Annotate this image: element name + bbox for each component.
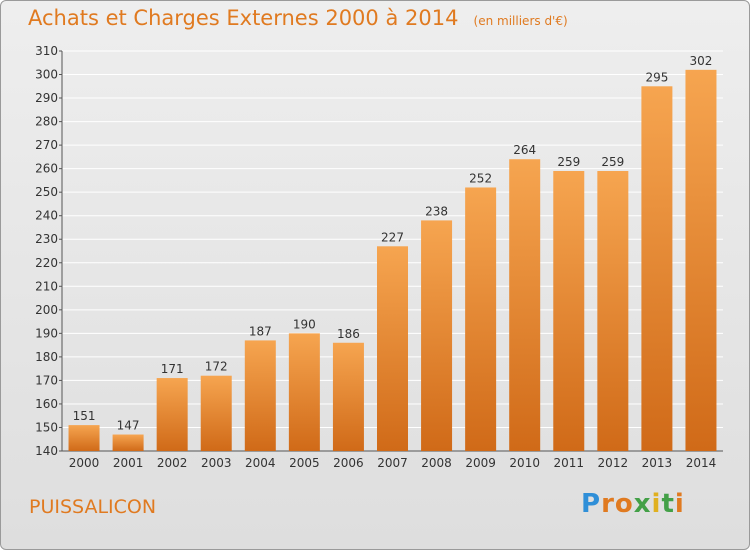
data-label-2005: 190 — [293, 317, 316, 331]
y-tick-label: 180 — [35, 350, 58, 364]
x-tick-labels: 2000 2001 2002 2003 2004 2005 2006 2007 2008 2009… — [69, 456, 716, 470]
y-tick-label: 310 — [35, 44, 58, 58]
data-label-2003: 172 — [205, 360, 228, 374]
y-tick-label: 200 — [35, 303, 58, 317]
y-tick-label: 230 — [35, 232, 58, 246]
bar-2014 — [685, 69, 717, 451]
x-tick-label: 2005 — [289, 456, 320, 470]
bars — [68, 69, 717, 451]
y-tick-label: 280 — [35, 115, 58, 129]
data-label-2009: 252 — [469, 171, 492, 185]
logo-letter: o — [614, 489, 634, 519]
chart-unit: (en milliers d'€) — [473, 14, 568, 28]
y-tick-label: 170 — [35, 373, 58, 387]
bar-2009 — [465, 187, 497, 451]
location-name: PUISSALICON — [29, 496, 157, 518]
data-label-2000: 151 — [73, 409, 96, 423]
chart-title: Achats et Charges Externes 2000 à 2014 — [28, 6, 459, 30]
bar-2003 — [200, 375, 232, 451]
logo-letter: i — [674, 489, 685, 519]
logo-letter: i — [651, 489, 662, 519]
x-tick-label: 2000 — [69, 456, 100, 470]
bar-2002 — [156, 378, 188, 451]
y-tick-label: 140 — [35, 444, 58, 458]
data-label-2014: 302 — [690, 54, 713, 68]
logo-letter: r — [601, 489, 615, 519]
data-label-2002: 171 — [161, 362, 184, 376]
x-tick-label: 2003 — [201, 456, 232, 470]
data-label-2011: 259 — [557, 155, 580, 169]
bar-2001 — [112, 434, 144, 451]
y-tick-label: 300 — [35, 68, 58, 82]
y-tick-label: 260 — [35, 162, 58, 176]
y-tick-label: 240 — [35, 209, 58, 223]
bar-2006 — [332, 342, 364, 451]
x-tick-label: 2011 — [553, 456, 584, 470]
bar-2005 — [288, 333, 320, 451]
data-label-2012: 259 — [601, 155, 624, 169]
y-tick-label: 150 — [35, 420, 58, 434]
x-tick-label: 2010 — [509, 456, 540, 470]
data-label-2007: 227 — [381, 230, 404, 244]
logo-letter: P — [581, 489, 602, 519]
bar-2007 — [377, 246, 408, 451]
y-tick-label: 190 — [35, 326, 58, 340]
bar-2008 — [421, 220, 453, 451]
bar-2012 — [597, 171, 629, 451]
x-tick-label: 2001 — [113, 456, 144, 470]
data-label-2001: 147 — [117, 419, 140, 433]
x-tick-label: 2004 — [245, 456, 276, 470]
data-label-2004: 187 — [249, 324, 272, 338]
data-label-2008: 238 — [425, 204, 448, 218]
proxiti-logo: Proxiti — [581, 489, 685, 519]
bar-2004 — [244, 340, 276, 451]
data-label-2006: 186 — [337, 327, 360, 341]
y-tick-label: 270 — [35, 138, 58, 152]
bar-2013 — [641, 86, 673, 451]
logo-letter: t — [661, 489, 675, 519]
bar-2000 — [68, 425, 100, 451]
x-tick-label: 2007 — [377, 456, 408, 470]
x-tick-label: 2008 — [421, 456, 452, 470]
y-tick-label: 250 — [35, 185, 58, 199]
y-tick-label: 220 — [35, 256, 58, 270]
x-tick-label: 2014 — [686, 456, 717, 470]
y-tick-label: 210 — [35, 279, 58, 293]
x-tick-label: 2002 — [157, 456, 188, 470]
data-label-2013: 295 — [645, 70, 668, 84]
data-label-2010: 264 — [513, 143, 536, 157]
bar-2011 — [553, 171, 585, 451]
y-tick-label: 160 — [35, 397, 58, 411]
x-tick-label: 2013 — [642, 456, 673, 470]
x-tick-label: 2006 — [333, 456, 364, 470]
data-labels: 151 147 171 172 187 190 186 227 238 252 264 259 259 2… — [73, 54, 713, 433]
title-row: Achats et Charges Externes 2000 à 2014 (… — [28, 6, 568, 30]
bar-2010 — [509, 159, 541, 451]
y-tick-label: 290 — [35, 91, 58, 105]
logo-letter: x — [633, 489, 652, 519]
x-tick-label: 2012 — [598, 456, 629, 470]
y-tick-labels: 140 150 160 170 180 190 200 210 220 230 240 250 260 2… — [35, 44, 58, 458]
x-tick-label: 2009 — [465, 456, 496, 470]
